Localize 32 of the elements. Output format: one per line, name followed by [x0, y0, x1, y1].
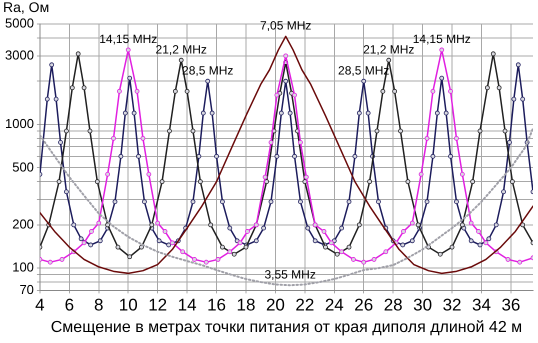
x-tick-label: 8 [94, 295, 104, 314]
y-axis-title: Ra, Ом [3, 0, 50, 15]
x-tick-label: 4 [35, 295, 45, 314]
annotation: 21,2 MHz [156, 42, 207, 56]
annotation: 14,15 MHz [99, 32, 158, 46]
y-tick-label: 500 [12, 159, 34, 174]
y-tick-label: 200 [12, 216, 34, 232]
x-tick-label: 10 [118, 295, 138, 314]
x-tick-label: 12 [148, 295, 168, 314]
x-tick-label: 18 [236, 295, 256, 314]
annotation: 3,55 MHz [264, 268, 316, 282]
x-tick-label: 32 [442, 295, 462, 314]
x-tick-label: 34 [472, 295, 491, 314]
x-axis-title: Смещение в метрах точки питания от края диполя длиной 42 м [50, 318, 522, 336]
annotation: 21,2 MHz [363, 42, 414, 56]
x-tick-label: 16 [207, 295, 226, 314]
x-tick-label: 24 [324, 295, 344, 314]
x-tick-label: 28 [384, 295, 403, 314]
x-tick-label: 22 [295, 295, 314, 314]
annotation: 7,05 MHz [260, 18, 312, 33]
x-tick-label: 30 [413, 295, 432, 314]
x-tick-label: 26 [354, 295, 374, 314]
x-tick-label: 36 [501, 295, 520, 314]
x-tick-label: 20 [266, 295, 285, 314]
x-tick-label: 14 [178, 295, 197, 314]
y-tick-label: 100 [12, 260, 34, 275]
annotation: 14,15 MHz [412, 32, 471, 46]
y-tick-label: 70 [19, 282, 34, 297]
x-tick-label: 6 [64, 295, 74, 314]
y-tick-label: 5000 [5, 16, 34, 31]
y-tick-label: 1000 [5, 116, 34, 132]
y-tick-label: 3000 [5, 47, 34, 62]
